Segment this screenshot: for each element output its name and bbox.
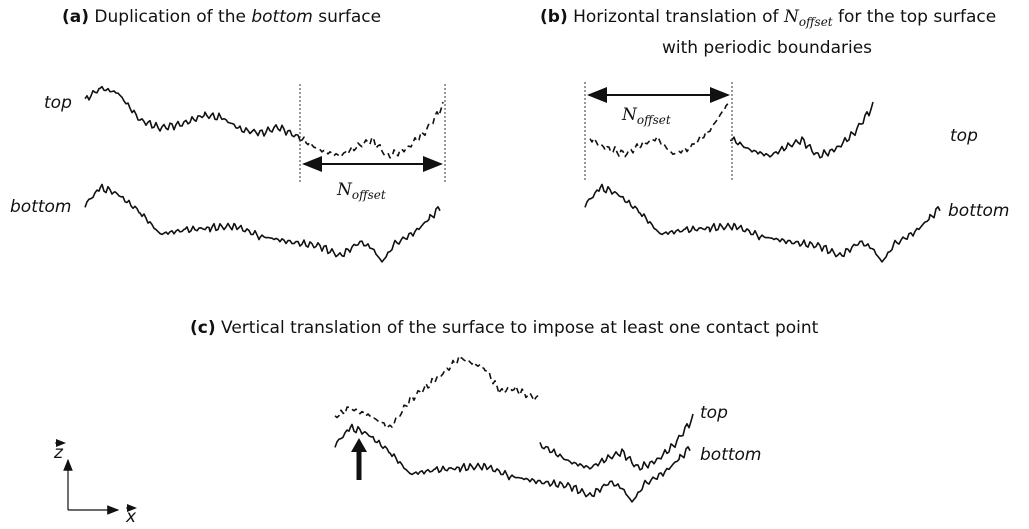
contact-arrow-head (351, 438, 367, 452)
surface-profile (84, 85, 301, 141)
title-part: surface (313, 7, 381, 27)
subscript: offset (637, 113, 671, 127)
symbol: N (621, 105, 638, 125)
surface-profile (539, 413, 694, 471)
z-axis-label: z (53, 443, 64, 463)
bottom-label: bottom (10, 197, 71, 217)
title-part: Horizontal translation of (573, 7, 784, 27)
surface-profile (334, 355, 539, 429)
surface-profile (729, 101, 874, 159)
title-part: Duplication of the (94, 7, 251, 27)
panel-b-title-line2: with periodic boundaries (662, 38, 872, 58)
panel-c-title: (c) Vertical translation of the surface … (190, 318, 819, 338)
bottom-label: bottom (948, 201, 1009, 221)
title-part: offset (799, 15, 833, 29)
panel-label: (c) (190, 318, 216, 338)
offset-label: Noffset (621, 105, 671, 127)
top-label: top (44, 93, 72, 113)
panel-a-title: (a) Duplication of the bottom surface (62, 7, 381, 27)
offset-label: Noffset (336, 180, 386, 202)
top-label: top (950, 126, 978, 146)
panel-label: (b) (540, 7, 568, 27)
title-part: bottom (251, 7, 312, 27)
surface-profile (334, 423, 691, 503)
surface-profile (584, 183, 941, 263)
surfaces (84, 85, 941, 503)
title-part: for the top surface (833, 7, 997, 27)
bottom-label: bottom (700, 445, 761, 465)
top-label: top (700, 403, 728, 423)
symbol: N (336, 180, 353, 200)
surface-profile (589, 103, 729, 158)
title-part: Vertical translation of the surface to i… (221, 318, 819, 338)
surface-profile (84, 183, 441, 263)
title-part: N (783, 7, 800, 27)
panel-label: (a) (62, 7, 89, 27)
subscript: offset (352, 188, 386, 202)
panel-b-title: (b) Horizontal translation of Noffset fo… (540, 7, 996, 29)
x-axis-label: x (125, 507, 137, 527)
surface-profile (299, 101, 444, 159)
